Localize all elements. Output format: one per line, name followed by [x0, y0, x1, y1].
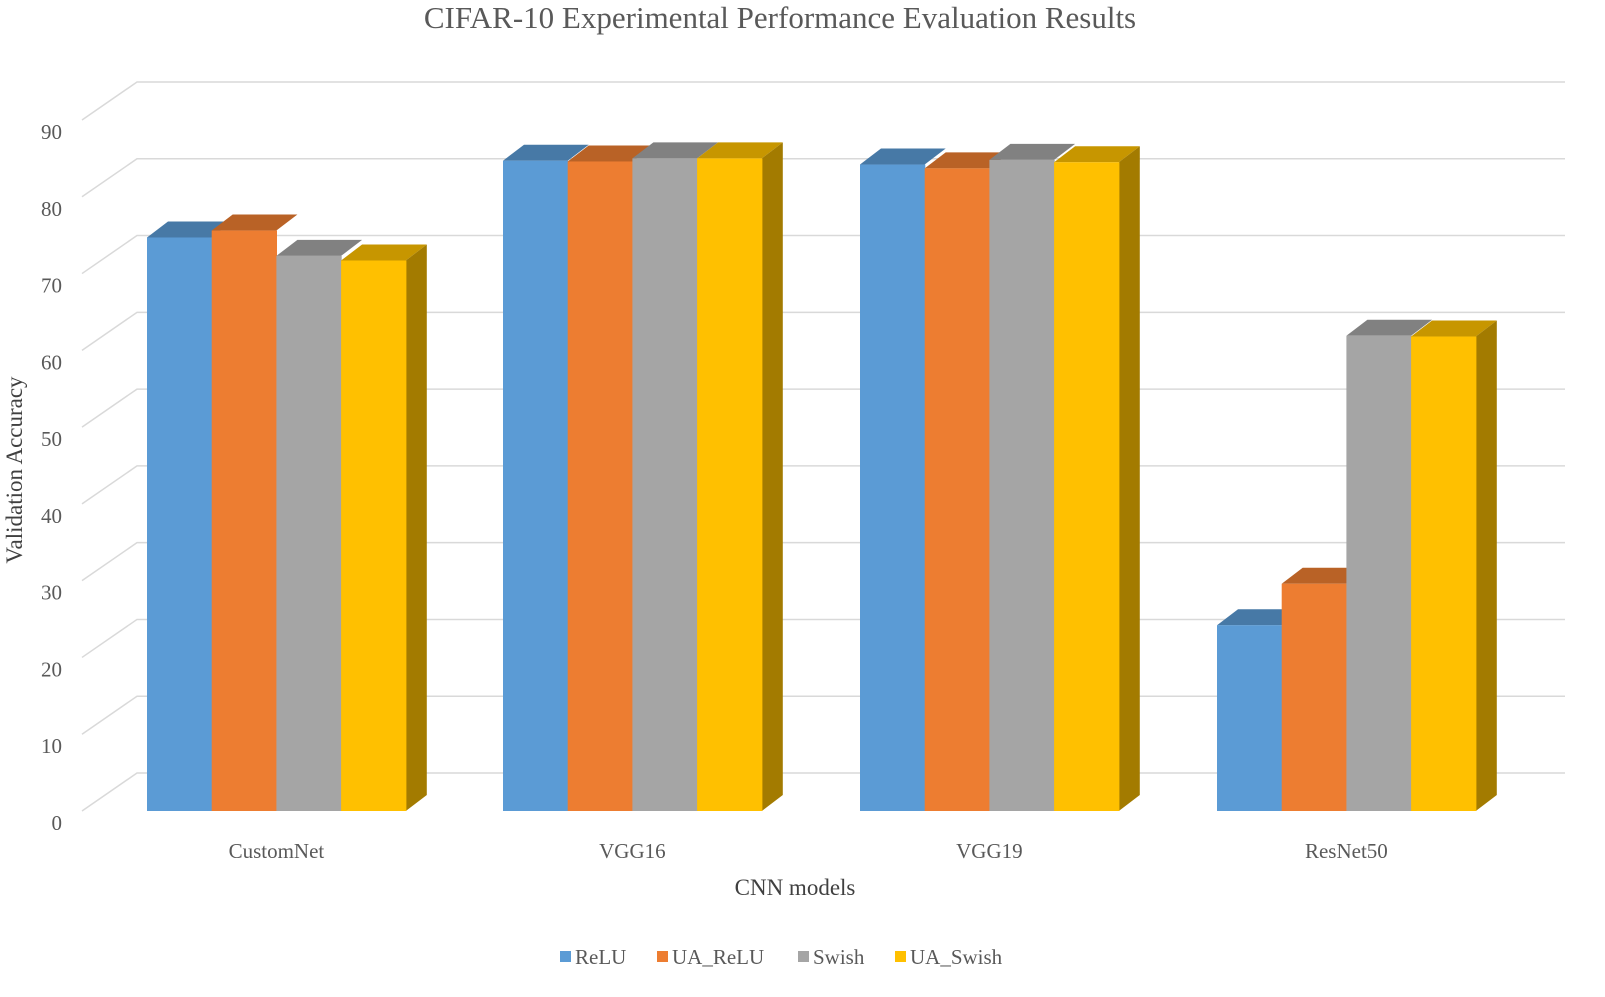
legend-label: UA_ReLU: [672, 945, 764, 969]
bar-Swish-VGG19: [989, 143, 1076, 811]
bar-UA_ReLU-VGG19: [924, 152, 1011, 811]
bar-UA_Swish-VGG19: [1054, 146, 1140, 811]
legend-swatch: [895, 951, 906, 962]
bar-top-face: [697, 142, 783, 159]
bar-top-face: [1054, 146, 1140, 163]
bar-front-face: [924, 168, 990, 811]
y-tick-label: 90: [41, 120, 62, 144]
bar-side-face: [761, 142, 783, 811]
bar-top-face: [1217, 609, 1303, 626]
legend: ReLU UA_ReLU Swish UA_Swish: [560, 945, 1003, 969]
bar-ReLU-VGG19: [860, 148, 946, 811]
legend-label: UA_Swish: [910, 945, 1003, 969]
y-tick-label: 80: [41, 197, 62, 221]
x-tick-label: VGG16: [599, 839, 666, 863]
bar-Swish-VGG16: [632, 142, 719, 811]
y-tick-label: 70: [41, 274, 62, 298]
bar-UA_ReLU-CustomNet: [211, 214, 298, 811]
legend-item-UA_ReLU: UA_ReLU: [657, 945, 764, 969]
y-tick-label: 10: [41, 734, 62, 758]
bar-top-face: [341, 244, 427, 261]
y-axis-ticks: 0 10 20 30 40 50 60 70 80 90: [41, 120, 62, 835]
chart-title: CIFAR-10 Experimental Performance Evalua…: [424, 0, 1136, 35]
bars: [147, 142, 1497, 812]
y-tick-label: 40: [41, 504, 62, 528]
legend-swatch: [798, 951, 809, 962]
legend-label: Swish: [813, 945, 865, 969]
y-tick-label: 20: [41, 657, 62, 681]
bar-Swish-CustomNet: [276, 239, 363, 811]
y-tick-label: 60: [41, 350, 62, 374]
bar-UA_Swish-VGG16: [697, 142, 783, 811]
legend-item-Swish: Swish: [798, 945, 865, 969]
bar-UA_Swish-CustomNet: [341, 244, 427, 812]
legend-label: ReLU: [575, 945, 626, 969]
bar-top-face: [1411, 320, 1497, 337]
bar-front-face: [1411, 336, 1477, 811]
legend-swatch: [560, 951, 571, 962]
bar-front-face: [211, 230, 277, 811]
y-tick-label: 0: [52, 811, 63, 835]
bar-front-face: [503, 160, 569, 812]
x-tick-label: VGG19: [956, 839, 1023, 863]
bar-side-face: [1475, 320, 1497, 811]
x-axis-label: CNN models: [735, 875, 856, 900]
bar-front-face: [276, 255, 342, 811]
bar-top-face: [924, 152, 1011, 169]
bar-front-face: [567, 161, 633, 811]
x-axis-ticks: CustomNet VGG16 VGG19 ResNet50: [229, 839, 1388, 863]
bar-UA_ReLU-VGG16: [567, 145, 654, 811]
bar-side-face: [405, 244, 427, 812]
bar-front-face: [989, 159, 1055, 811]
bar-ReLU-ResNet50: [1217, 609, 1303, 811]
bar-top-face: [1281, 567, 1368, 584]
bar-ReLU-CustomNet: [147, 221, 233, 812]
bar-top-face: [989, 143, 1076, 160]
bar-front-face: [1054, 162, 1120, 811]
x-tick-label: ResNet50: [1305, 839, 1388, 863]
bar-top-face: [860, 148, 946, 165]
bar-top-face: [567, 145, 654, 162]
gridlines: [81, 81, 1565, 812]
bar-top-face: [503, 144, 589, 161]
bar-UA_ReLU-ResNet50: [1281, 567, 1368, 811]
gridline-80: [81, 158, 1565, 198]
legend-item-UA_Swish: UA_Swish: [895, 945, 1003, 969]
bar-top-face: [632, 142, 719, 159]
bar-Swish-ResNet50: [1346, 319, 1433, 811]
bar-front-face: [632, 158, 698, 811]
x-tick-label: CustomNet: [229, 839, 325, 863]
bar-top-face: [1346, 319, 1433, 336]
legend-item-ReLU: ReLU: [560, 945, 626, 969]
y-tick-label: 30: [41, 581, 62, 605]
bar-ReLU-VGG16: [503, 144, 589, 812]
gridline-90: [81, 81, 1565, 121]
bar-top-face: [276, 239, 363, 256]
bar-front-face: [341, 260, 407, 812]
bar-top-face: [147, 221, 233, 238]
bar-front-face: [697, 158, 763, 811]
bar-side-face: [1118, 146, 1140, 811]
bar-front-face: [147, 237, 213, 812]
bar-top-face: [211, 214, 298, 231]
bar-front-face: [860, 164, 926, 811]
bar-front-face: [1346, 335, 1412, 811]
legend-swatch: [657, 951, 668, 962]
bar-UA_Swish-ResNet50: [1411, 320, 1497, 811]
y-tick-label: 50: [41, 427, 62, 451]
bar-front-face: [1217, 625, 1283, 811]
y-axis-label: Validation Accuracy: [2, 376, 27, 564]
bar-front-face: [1281, 583, 1347, 811]
